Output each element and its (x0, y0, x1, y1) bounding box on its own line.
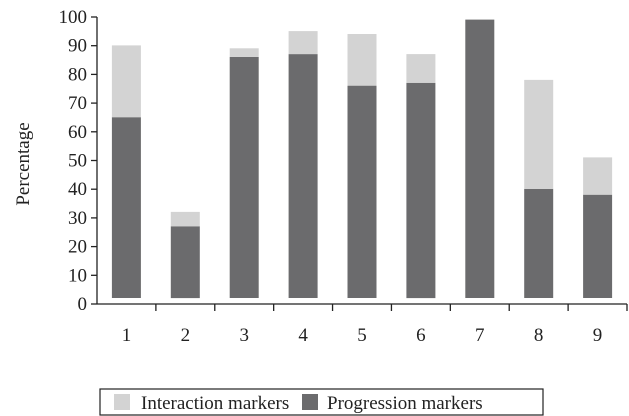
bar-progression-1 (111, 117, 141, 298)
bar-interaction-2 (170, 211, 200, 227)
y-tick-label-60: 60 (68, 122, 87, 143)
axes-layer: 0 10 20 30 40 50 60 70 80 90 100 1 2 3 4 5 6 7 8 9 (59, 7, 628, 346)
y-axis-label: Percentage (13, 122, 34, 205)
legend-label-interaction: Interaction markers (141, 393, 289, 414)
bar-interaction-8 (524, 79, 554, 189)
bar-interaction-9 (583, 157, 613, 195)
y-tick-label-70: 70 (68, 93, 87, 114)
x-tick-label-3: 3 (239, 325, 249, 346)
bar-progression-3 (229, 56, 259, 299)
x-tick-label-1: 1 (122, 325, 132, 346)
bars-layer (111, 19, 613, 299)
y-tick-label-10: 10 (68, 265, 87, 286)
bar-interaction-1 (111, 45, 141, 118)
x-tick-label-7: 7 (475, 325, 485, 346)
x-tick-label-8: 8 (534, 325, 544, 346)
legend-swatch-interaction (114, 394, 130, 410)
y-tick-label-90: 90 (68, 36, 87, 57)
bar-interaction-4 (288, 31, 318, 55)
bar-interaction-5 (347, 34, 377, 86)
legend: Interaction markers Progression markers (99, 388, 544, 416)
bar-progression-2 (170, 226, 200, 299)
x-tick-label-5: 5 (357, 325, 367, 346)
y-tick-label-100: 100 (59, 7, 88, 28)
bar-progression-8 (524, 188, 554, 298)
x-tick-label-4: 4 (298, 325, 308, 346)
y-tick-label-80: 80 (68, 64, 87, 85)
y-tick-label-40: 40 (68, 179, 87, 200)
x-tick-label-6: 6 (416, 325, 426, 346)
legend-box (99, 388, 544, 416)
y-tick-label-50: 50 (68, 151, 87, 172)
legend-label-progression: Progression markers (327, 393, 483, 414)
bar-progression-7 (465, 19, 495, 298)
bar-progression-5 (347, 85, 377, 298)
x-tick-label-2: 2 (181, 325, 191, 346)
y-tick-label-30: 30 (68, 208, 87, 229)
bar-progression-6 (406, 82, 436, 299)
bar-progression-9 (583, 194, 613, 298)
bar-interaction-6 (406, 54, 436, 83)
y-tick-label-0: 0 (78, 294, 88, 315)
y-tick-label-20: 20 (68, 237, 87, 258)
legend-swatch-progression (302, 394, 318, 410)
bar-interaction-3 (229, 48, 259, 57)
x-tick-label-9: 9 (593, 325, 603, 346)
bar-progression-4 (288, 54, 318, 298)
